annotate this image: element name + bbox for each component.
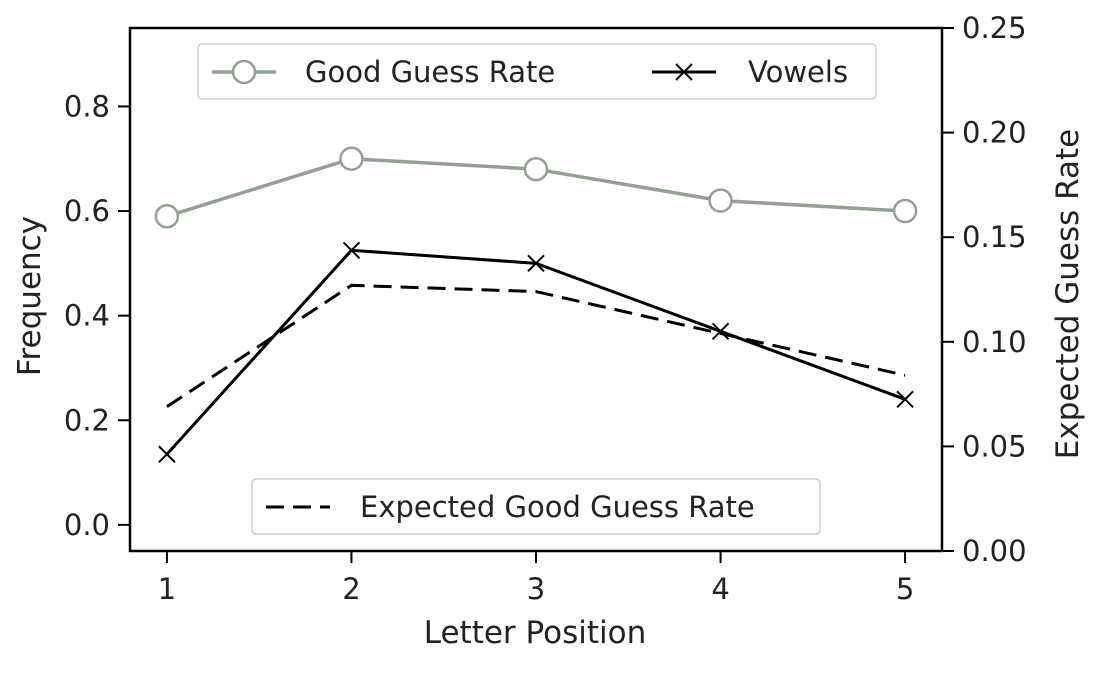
legend-top-box	[197, 43, 877, 100]
legend-bottom: Expected Good Guess Rate	[251, 478, 821, 535]
left-y-axis: 0.0 0.2 0.4 0.6 0.8	[64, 89, 130, 542]
data-point-good-guess-rate	[339, 146, 364, 171]
x-tick-label: 3	[527, 572, 545, 606]
x-tick-label: 5	[896, 572, 914, 606]
legend-top: Good Guess Rate Vowels	[197, 43, 877, 100]
legend-marker-circle	[231, 59, 257, 85]
series-vowels	[158, 241, 914, 463]
legend-label: Good Guess Rate	[305, 55, 555, 89]
data-point-good-guess-rate	[892, 198, 918, 224]
left-y-tick-label: 0.4	[64, 299, 110, 333]
series-expected-good-guess-rate	[166, 283, 906, 408]
legend-layer: Good Guess Rate Vowels Expected Good Guess…	[197, 43, 877, 535]
legend-label: Expected Good Guess Rate	[360, 490, 755, 524]
data-point-vowels	[342, 241, 361, 259]
left-y-tick-label: 0.0	[64, 508, 110, 542]
right-y-axis: 0.00 0.05 0.10 0.15 0.20 0.25	[942, 11, 1027, 568]
data-point-good-guess-rate	[523, 156, 549, 182]
legend-bottom-box	[251, 478, 821, 535]
series-line-expected-good-guess-rate	[166, 283, 906, 408]
data-point-good-guess-rate	[708, 188, 733, 213]
data-point-vowels	[896, 390, 914, 409]
right-y-tick-label: 0.10	[962, 325, 1027, 359]
left-y-tick-label: 0.8	[64, 89, 110, 123]
series-line-vowels	[165, 248, 906, 456]
right-y-tick-label: 0.15	[962, 220, 1027, 254]
left-y-axis-title: Frequency	[12, 216, 48, 376]
series-layer	[154, 146, 918, 463]
right-y-tick-label: 0.00	[962, 534, 1027, 568]
x-tick-label: 1	[158, 572, 176, 606]
right-y-tick-label: 0.20	[962, 116, 1027, 150]
data-point-vowels	[158, 445, 176, 463]
right-y-tick-label: 0.05	[962, 429, 1027, 463]
plot-frame	[128, 26, 944, 553]
series-good-guess-rate	[154, 146, 918, 229]
right-y-tick-label: 0.25	[962, 11, 1027, 45]
x-tick-label: 4	[711, 572, 729, 606]
left-y-tick-label: 0.6	[64, 194, 110, 228]
data-point-vowels	[711, 322, 730, 341]
x-tick-label: 2	[342, 572, 360, 606]
x-axis-title: Letter Position	[424, 615, 646, 651]
data-point-vowels	[527, 254, 545, 273]
axes-frame	[128, 26, 944, 553]
legend-marker-x	[675, 63, 693, 81]
legend-label: Vowels	[748, 55, 848, 89]
right-y-axis-title: Expected Guess Rate	[1050, 129, 1086, 459]
left-y-tick-label: 0.2	[64, 403, 110, 437]
x-axis: 1 2 3 4 5	[158, 551, 914, 606]
data-point-good-guess-rate	[154, 204, 180, 229]
